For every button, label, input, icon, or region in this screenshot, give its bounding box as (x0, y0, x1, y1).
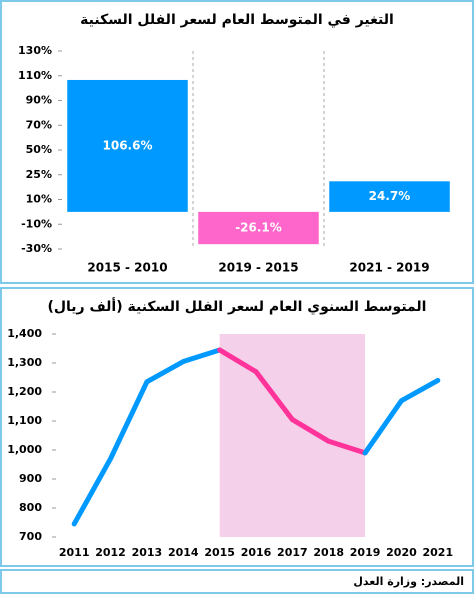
x-tick-label: 2021 (423, 546, 454, 559)
bar (67, 79, 188, 212)
y-tick-label: 110% (18, 69, 52, 82)
y-tick-label: 800 (19, 501, 42, 514)
highlight-band (219, 334, 366, 537)
y-tick-label: 130% (18, 44, 52, 57)
y-tick-label: 1,200 (7, 385, 42, 398)
x-tick-label: 2011 (59, 546, 90, 559)
y-tick-label: 25% (26, 168, 52, 181)
x-tick-label: 2016 (241, 546, 272, 559)
y-tick-label: 1,300 (7, 356, 42, 369)
y-tick-label: 10% (26, 193, 52, 206)
line (217, 347, 368, 456)
y-tick-label: 1,100 (7, 414, 42, 427)
chart-title: التغير في المتوسط العام لسعر الفلل السكن… (80, 12, 394, 28)
bar (329, 181, 450, 212)
x-tick-label: 2021 - 2019 (349, 261, 429, 275)
bar (198, 211, 319, 245)
y-tick-label: 1,000 (7, 443, 42, 456)
x-tick-label: 2018 (313, 546, 344, 559)
x-tick-label: 2014 (168, 546, 199, 559)
y-tick-label: 70% (26, 118, 52, 131)
x-tick-label: 2013 (132, 546, 163, 559)
chart-title: المتوسط السنوي العام لسعر الفلل السكنية … (48, 297, 427, 316)
x-tick-label: 2015 - 2010 (87, 261, 167, 275)
y-tick-label: -10% (21, 217, 52, 230)
y-tick-label: 90% (26, 94, 52, 107)
x-tick-label: 2020 (386, 546, 417, 559)
value-label: -26.1% (235, 221, 282, 235)
y-tick-label: 700 (19, 530, 42, 543)
top-panel (0, 0, 474, 284)
footer-panel (0, 569, 474, 594)
x-tick-label: 2017 (277, 546, 308, 559)
y-tick-label: 1,400 (7, 327, 42, 340)
x-tick-label: 2019 - 2015 (218, 261, 298, 275)
x-tick-label: 2019 (350, 546, 381, 559)
line (362, 377, 441, 456)
y-tick-label: -30% (21, 242, 52, 255)
y-tick-label: 50% (26, 143, 52, 156)
value-label: 106.6% (103, 138, 153, 152)
x-tick-label: 2012 (95, 546, 126, 559)
x-tick-label: 2015 (204, 546, 235, 559)
source: المصدر: وزارة العدل (353, 575, 464, 588)
bottom-panel (0, 287, 474, 567)
value-label: 24.7% (369, 189, 411, 203)
y-tick-label: 900 (19, 472, 42, 485)
line (71, 347, 223, 527)
